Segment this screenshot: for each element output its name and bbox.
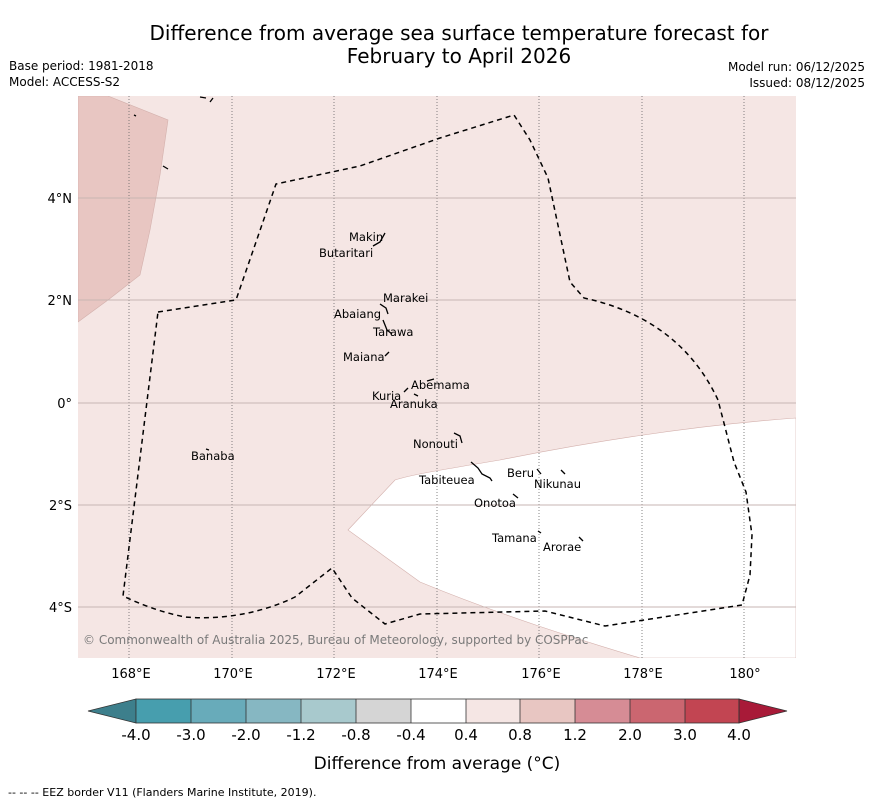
title-line-1: Difference from average sea surface temp… (149, 21, 769, 45)
label-nikunau: Nikunau (534, 477, 581, 491)
longitude-gridlines (128, 96, 745, 658)
label-beru: Beru (507, 466, 534, 480)
colorbar-tick-3: -2.0 (231, 726, 260, 744)
colorbar-tick-1: -4.0 (121, 726, 150, 744)
label-abaiang: Abaiang (334, 307, 381, 321)
label-abemama: Abemama (411, 378, 470, 392)
label-aranuka: Aranuka (390, 397, 438, 411)
lon-label-176e: 176°E (521, 667, 561, 682)
lon-label-168e: 168°E (111, 667, 151, 682)
map-frame: Makin Butaritari Marakei Abaiang Tarawa … (78, 96, 796, 658)
model-name: Model: ACCESS-S2 (9, 75, 121, 89)
base-period: Base period: 1981-2018 (9, 59, 154, 73)
label-tabiteuea: Tabiteuea (418, 473, 475, 487)
model-run: Model run: 06/12/2025 (727, 60, 865, 74)
colorbar-tick-5: -0.8 (341, 726, 370, 744)
colorbar-bin-10 (630, 699, 685, 723)
label-nonouti: Nonouti (413, 437, 458, 451)
lat-label-0: 0° (57, 397, 72, 412)
colorbar-bin-6 (411, 699, 466, 723)
colorbar-over-arrow (738, 698, 788, 724)
anomaly-neutral-area (347, 417, 796, 658)
colorbar-bin-5 (356, 699, 411, 723)
colorbar-under-arrow (87, 698, 137, 724)
colorbar-tick-6: -0.4 (396, 726, 425, 744)
model-info: Base period: 1981-2018 Model: ACCESS-S2 (9, 58, 154, 90)
colorbar-label: Difference from average (°C) (314, 754, 561, 774)
label-butaritari: Butaritari (319, 246, 373, 260)
lat-label-4n: 4°N (48, 192, 73, 207)
latitude-tick-labels: 4°N 2°N 0° 2°S 4°S (48, 192, 73, 616)
colorbar-tick-7: 0.4 (454, 726, 478, 744)
label-marakei: Marakei (383, 291, 428, 305)
colorbar-tick-8: 0.8 (508, 726, 532, 744)
island-shapes (133, 96, 584, 542)
lat-label-2s: 2°S (49, 499, 72, 514)
colorbar-tick-12: 4.0 (727, 726, 751, 744)
colorbar-tick-9: 1.2 (563, 726, 587, 744)
label-kuria: Kuria (372, 389, 401, 403)
issued-date: Issued: 08/12/2025 (749, 76, 865, 90)
lon-label-170e: 170°E (213, 667, 253, 682)
lon-label-180: 180° (729, 667, 760, 682)
label-maiana: Maiana (343, 350, 385, 364)
label-tamana: Tamana (491, 531, 537, 545)
anomaly-0.8-1.2-area (78, 96, 169, 323)
map-title: Difference from average sea surface temp… (100, 22, 818, 68)
colorbar-tick-10: 2.0 (618, 726, 642, 744)
colorbar-bin-9 (575, 699, 630, 723)
label-banaba: Banaba (191, 449, 235, 463)
colorbar-dividers (135, 698, 740, 724)
colorbar-bin-2 (191, 699, 246, 723)
colorbar-bin-8 (520, 699, 575, 723)
colorbar-tick-labels: -4.0 -3.0 -2.0 -1.2 -0.8 -0.4 0.4 0.8 1.… (121, 726, 751, 744)
colorbar-tick-4: -1.2 (286, 726, 315, 744)
colorbar-bin-4 (301, 699, 356, 723)
lat-label-2n: 2°N (48, 294, 73, 309)
label-onotoa: Onotoa (474, 496, 516, 510)
copyright-notice: © Commonwealth of Australia 2025, Bureau… (83, 633, 588, 647)
longitude-tick-labels: 168°E 170°E 172°E 174°E 176°E 178°E 180° (111, 667, 760, 682)
place-labels: Makin Butaritari Marakei Abaiang Tarawa … (191, 230, 581, 554)
lon-label-174e: 174°E (418, 667, 458, 682)
colorbar-tick-11: 3.0 (673, 726, 697, 744)
lon-label-172e: 172°E (316, 667, 356, 682)
eez-border (122, 114, 753, 627)
colorbar-bin-3 (246, 699, 301, 723)
run-info: Model run: 06/12/2025 Issued: 08/12/2025 (728, 59, 865, 91)
latitude-gridlines (78, 197, 796, 608)
lat-label-4s: 4°S (49, 601, 72, 616)
colorbar-bin-11 (685, 699, 739, 723)
label-arorae: Arorae (543, 540, 581, 554)
colorbar-bin-1 (136, 699, 191, 723)
colorbar-bin-7 (466, 699, 520, 723)
title-line-2: February to April 2026 (346, 44, 572, 68)
colorbar: -4.0 -3.0 -2.0 -1.2 -0.8 -0.4 0.4 0.8 1.… (87, 698, 788, 774)
label-makin: Makin (349, 230, 383, 244)
label-tarawa: Tarawa (372, 325, 413, 339)
eez-legend-note: -- -- -- EEZ border V11 (Flanders Marine… (8, 786, 317, 799)
lon-label-178e: 178°E (623, 667, 663, 682)
colorbar-tick-2: -3.0 (176, 726, 205, 744)
